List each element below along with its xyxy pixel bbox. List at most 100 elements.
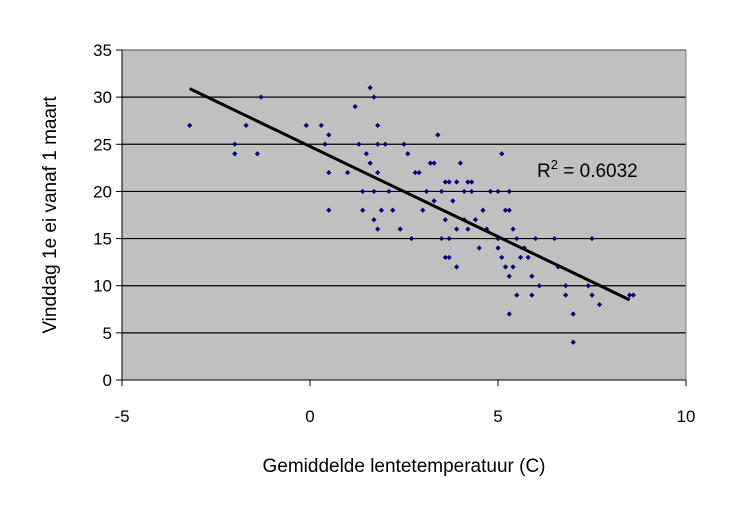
data-point	[431, 160, 437, 166]
data-point	[502, 264, 509, 270]
data-point	[367, 85, 373, 91]
data-point	[318, 122, 324, 129]
data-point	[446, 254, 452, 261]
x-axis-title: Gemiddelde lentetemperatuur (C)	[262, 456, 545, 477]
data-point	[563, 283, 569, 289]
data-point	[454, 226, 460, 232]
data-point	[442, 217, 448, 223]
data-point	[326, 207, 332, 213]
r2-value: = 0.6032	[558, 161, 638, 182]
data-point	[495, 188, 501, 195]
data-point	[627, 292, 633, 298]
data-point	[589, 235, 595, 242]
data-point	[551, 235, 557, 242]
data-point	[499, 151, 505, 157]
data-point	[435, 132, 441, 138]
data-point	[375, 141, 381, 147]
data-point	[510, 226, 516, 232]
data-point	[563, 292, 569, 298]
data-point	[506, 273, 512, 279]
data-point	[484, 226, 490, 232]
x-tick-label: 0	[305, 407, 314, 426]
data-point	[412, 169, 418, 176]
data-point	[465, 226, 471, 232]
data-point	[254, 151, 260, 157]
data-point	[446, 179, 452, 185]
axes	[116, 49, 687, 386]
data-point	[382, 141, 388, 147]
r2-prefix: R	[537, 161, 551, 182]
data-point	[589, 292, 595, 298]
data-point	[390, 207, 396, 213]
data-point	[630, 292, 636, 298]
data-point	[533, 235, 539, 242]
data-point	[371, 94, 377, 100]
data-point	[405, 151, 411, 157]
data-point	[375, 122, 381, 129]
data-point	[187, 122, 193, 129]
data-point	[386, 188, 392, 195]
data-point	[465, 179, 471, 185]
data-point	[345, 169, 351, 176]
x-tick-labels: -5 0 5 10	[114, 407, 695, 426]
data-point	[378, 207, 385, 213]
data-point	[416, 169, 422, 176]
y-tick-label: 30	[93, 88, 112, 107]
data-point	[596, 301, 603, 308]
y-tick-label: 0	[103, 371, 112, 390]
data-point	[506, 188, 512, 195]
data-point	[243, 122, 249, 129]
data-point	[502, 207, 509, 213]
data-point	[495, 245, 501, 251]
x-tick-label: -5	[114, 407, 129, 426]
data-point	[360, 188, 366, 195]
data-point	[536, 283, 542, 289]
data-point	[514, 292, 520, 298]
data-points	[187, 85, 636, 345]
data-point	[442, 254, 448, 261]
data-point	[454, 179, 460, 185]
data-point	[506, 311, 512, 317]
y-axis-title: Vinddag 1e ei vanaf 1 maart	[40, 96, 61, 334]
y-tick-label: 25	[93, 135, 112, 154]
data-point	[469, 179, 475, 185]
data-point	[506, 207, 512, 213]
plot-area	[122, 50, 686, 380]
data-point	[352, 103, 358, 110]
data-point	[570, 311, 576, 317]
y-tick-label: 20	[93, 182, 112, 201]
r2-superscript: 2	[551, 157, 558, 172]
data-point	[457, 160, 463, 166]
data-point	[427, 160, 433, 166]
data-point	[401, 141, 407, 147]
data-point	[375, 169, 381, 176]
data-point	[232, 151, 238, 157]
x-tick-label: 10	[677, 407, 696, 426]
data-point	[585, 283, 591, 289]
data-point	[439, 235, 445, 242]
x-tick-label: 5	[493, 407, 502, 426]
data-point	[326, 132, 332, 138]
data-point	[454, 264, 460, 270]
data-point	[367, 160, 373, 166]
y-tick-label: 10	[93, 277, 112, 296]
data-point	[431, 198, 437, 204]
data-point	[420, 207, 426, 213]
data-point	[356, 141, 362, 147]
data-point	[476, 245, 482, 251]
trendline	[189, 87, 631, 302]
data-point	[514, 235, 520, 242]
data-point	[423, 188, 430, 195]
r2-annotation: R2 = 0.6032	[537, 157, 638, 182]
data-point	[375, 226, 381, 232]
data-point	[510, 264, 516, 270]
data-point	[326, 169, 332, 176]
data-point	[450, 198, 456, 204]
data-point	[525, 254, 531, 261]
y-tick-label: 35	[93, 41, 112, 60]
data-point	[371, 217, 377, 223]
data-point	[371, 188, 377, 195]
data-point	[499, 254, 505, 261]
y-tick-label: 15	[93, 230, 112, 249]
